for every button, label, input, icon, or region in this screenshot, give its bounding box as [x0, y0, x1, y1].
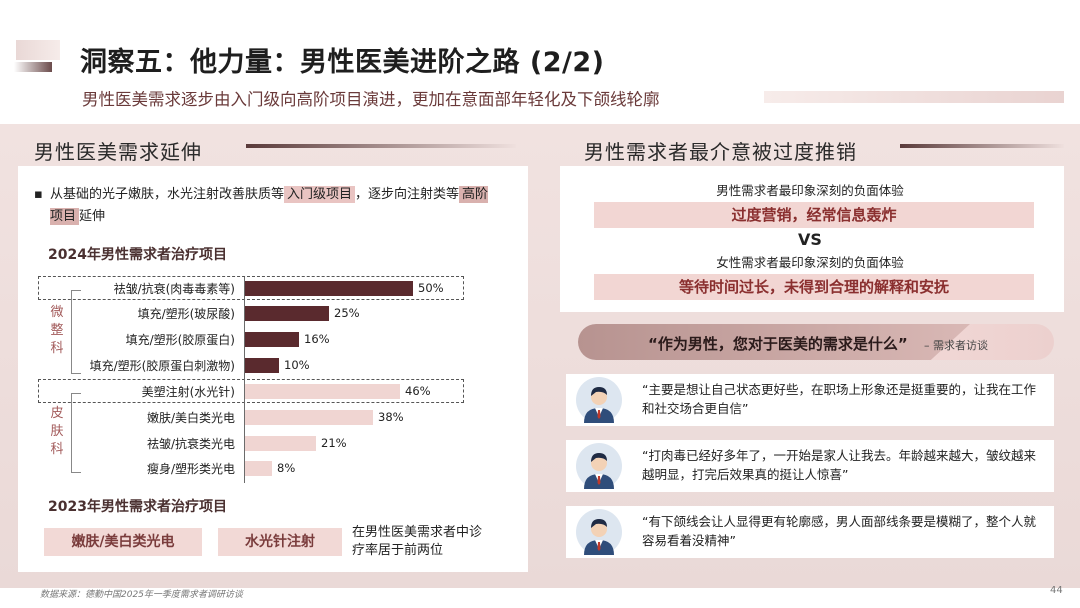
female-negative-label: 女性需求者最印象深刻的负面体验: [716, 255, 904, 270]
avatar-icon: [576, 509, 622, 555]
bar-label: 祛皱/抗衰(肉毒毒素等): [113, 282, 235, 296]
bar-label: 瘦身/塑形类光电: [146, 462, 235, 476]
bar-value-label: 50%: [418, 281, 444, 295]
bar: [245, 332, 299, 347]
bar-value-label: 8%: [277, 461, 296, 475]
bar-label: 祛皱/抗衰类光电: [146, 437, 235, 451]
bar-label: 嫩肤/美白类光电: [146, 411, 235, 425]
bullet-text-3: 延伸: [79, 209, 106, 224]
bar: [245, 436, 316, 451]
group-bracket-skin: [71, 393, 81, 473]
avatar-icon: [576, 377, 622, 423]
interview-question: “作为男性，您对于医美的需求是什么”: [648, 335, 908, 353]
page-number: 44: [1050, 585, 1063, 596]
intro-bullet: ▪ 从基础的光子嫩肤，水光注射改善肤质等 入门级项目 ，逐步向注射类等 高阶项目 延伸: [34, 184, 494, 228]
left-panel-heading: 男性医美需求延伸: [34, 140, 202, 164]
interview-source: – 需求者访谈: [924, 339, 988, 352]
quote-text-1: “主要是想让自己状态更好些，在职场上形象还是挺重要的，让我在工作和社交场合更自信…: [642, 382, 1036, 416]
highlight-entry-level: 入门级项目: [284, 186, 356, 203]
bar: [245, 384, 400, 399]
group-bracket-micro: [71, 290, 81, 374]
bar: [245, 281, 413, 296]
bar-value-label: 38%: [378, 410, 404, 424]
data-source: 数据来源：德勤中国2025年一季度需求者调研访谈: [40, 590, 243, 600]
title-2023: 2023年男性需求者治疗项目: [48, 499, 227, 515]
bar-label: 填充/塑形(胶原蛋白刺激物): [89, 359, 235, 373]
right-heading-line: [900, 144, 1064, 148]
page-subtitle: 男性医美需求逐步由入门级向高阶项目演进，更加在意面部年轻化及下颌线轮廓: [82, 90, 660, 109]
female-negative-band: 等待时间过长，未得到合理的解释和安抚: [594, 274, 1034, 300]
male-negative-band: 过度营销，经常信息轰炸: [594, 202, 1034, 228]
bar-value-label: 46%: [405, 384, 431, 398]
bullet-text-2: ，逐步向注射类等: [355, 187, 460, 202]
quote-card-2: “打肉毒已经好多年了，一开始是家人让我去。年龄越来越大，皱纹越来越明显，打完后效…: [566, 440, 1054, 492]
quote-text-3: “有下颌线会让人显得更有轮廓感，男人面部线条要是模糊了，整个人就容易看着没精神”: [642, 514, 1036, 548]
vs-label: VS: [798, 230, 822, 249]
quote-card-1: “主要是想让自己状态更好些，在职场上形象还是挺重要的，让我在工作和社交场合更自信…: [566, 374, 1054, 426]
bar: [245, 410, 373, 425]
note-2023: 在男性医美需求者中诊疗率居于前两位: [352, 525, 483, 558]
bar-value-label: 25%: [334, 306, 360, 320]
bar: [245, 306, 329, 321]
pill-skin-rejuvenation: 嫩肤/美白类光电: [44, 528, 202, 556]
subtitle-decoration: [764, 91, 1064, 103]
chart-axis: [244, 277, 245, 483]
right-panel-heading: 男性需求者最介意被过度推销: [584, 140, 857, 164]
highlight-box-botox: [38, 276, 464, 300]
left-heading-line: [246, 144, 516, 148]
page-title: 洞察五：他力量：男性医美进阶之路 (2/2): [80, 47, 605, 78]
quote-card-3: “有下颌线会让人显得更有轮廓感，男人面部线条要是模糊了，整个人就容易看着没精神”: [566, 506, 1054, 558]
bar: [245, 358, 279, 373]
bar-label: 填充/塑形(玻尿酸): [137, 307, 235, 321]
interview-question-accent: [578, 324, 970, 360]
bullet-text-1: 从基础的光子嫩肤，水光注射改善肤质等: [50, 187, 285, 202]
bar-value-label: 16%: [304, 332, 330, 346]
group-label-micro: 微整科: [50, 305, 64, 356]
bar-label: 美塑注射(水光针): [141, 385, 235, 399]
pill-water-light: 水光针注射: [218, 528, 342, 556]
highlight-box-water-light: [38, 379, 464, 403]
bar-value-label: 21%: [321, 436, 347, 450]
quote-text-2: “打肉毒已经好多年了，一开始是家人让我去。年龄越来越大，皱纹越来越明显，打完后效…: [642, 448, 1036, 482]
avatar-icon: [576, 443, 622, 489]
group-label-skin: 皮肤科: [50, 406, 64, 457]
corner-decoration-gradient: [14, 62, 52, 72]
bar-value-label: 10%: [284, 358, 310, 372]
chart-title-2024: 2024年男性需求者治疗项目: [48, 247, 227, 263]
male-negative-label: 男性需求者最印象深刻的负面体验: [716, 183, 904, 198]
corner-decoration: [16, 40, 60, 60]
bullet-icon: ▪: [34, 187, 43, 202]
bar-label: 填充/塑形(胶原蛋白): [125, 333, 235, 347]
bar: [245, 461, 272, 476]
